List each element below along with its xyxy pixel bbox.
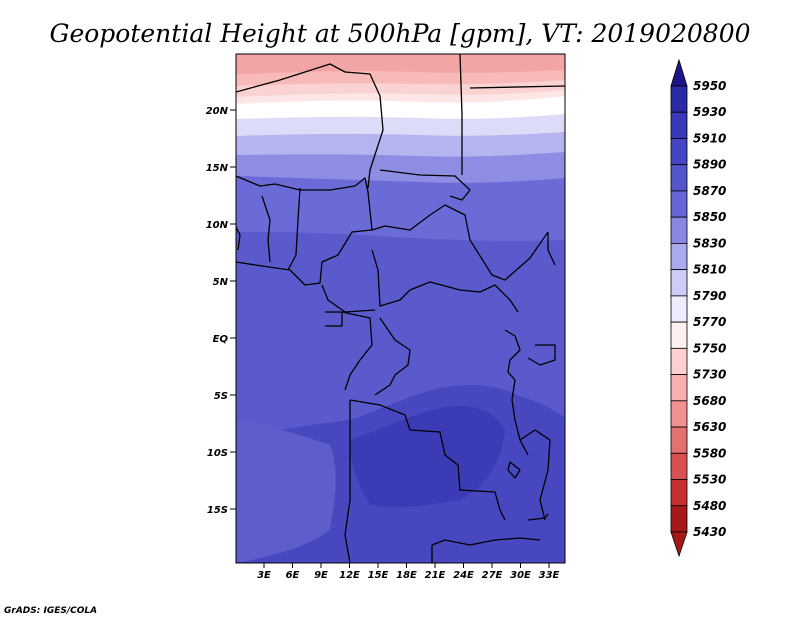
colorbar-label: 5950 (693, 79, 726, 93)
colorbar-label: 5530 (693, 473, 726, 487)
band-5870-southwest (236, 420, 336, 563)
lon-tick-label: 30E (510, 570, 531, 581)
lat-tick-label: 10S (207, 448, 228, 459)
colorbar-top-arrow (670, 58, 688, 87)
band-5790 (236, 96, 565, 121)
colorbar-label: 5870 (693, 184, 726, 198)
band-5850 (236, 152, 565, 185)
colorbar-segment (670, 295, 688, 323)
colorbar-label: 5850 (693, 210, 726, 224)
band-5630 (236, 54, 565, 74)
colorbar-segment (670, 164, 688, 192)
band-5810 (236, 114, 565, 138)
country-borders (236, 54, 565, 563)
colorbar-segment (670, 85, 688, 113)
lon-tick-label: 18E (396, 570, 417, 581)
lon-tick-label: 15E (368, 570, 389, 581)
colorbar-segment (670, 347, 688, 375)
colorbar-label: 5580 (693, 446, 726, 460)
map-title: Geopotential Height at 500hPa [gpm], VT:… (49, 19, 750, 48)
colorbar: 5950 5930 5910 5890 5870 5850 5830 5810 5790 5770… (670, 58, 726, 558)
colorbar-segment (670, 138, 688, 166)
band-5830 (236, 132, 565, 159)
colorbar-label: 5770 (693, 315, 726, 329)
lat-tick-label: 15N (206, 163, 229, 174)
lat-tick-label: 5S (214, 391, 228, 402)
map-frame (235, 53, 566, 564)
colorbar-segment (670, 505, 688, 533)
colorbar-label: 5930 (693, 105, 726, 119)
lon-tick-label: 12E (339, 570, 360, 581)
latitude-axis: 20N 15N 10N 5N EQ 5S 10S 15S (206, 106, 236, 516)
colorbar-label: 5730 (693, 368, 726, 382)
colorbar-segment (670, 479, 688, 507)
colorbar-label: 5430 (693, 525, 726, 539)
colorbar-segment (670, 111, 688, 139)
colorbar-label: 5750 (693, 341, 726, 355)
lon-tick-label: 27E (482, 570, 503, 581)
lat-tick-label: 5N (213, 277, 229, 288)
lon-tick-label: 3E (257, 570, 271, 581)
colorbar-segment (670, 190, 688, 218)
lat-tick-label: EQ (213, 334, 229, 345)
colorbar-label: 5810 (693, 263, 726, 277)
lat-tick-label: 15S (207, 505, 228, 516)
colorbar-label: 5830 (693, 236, 726, 250)
lon-tick-label: 33E (539, 570, 560, 581)
band-5910-south (350, 406, 505, 508)
band-5870 (236, 176, 565, 241)
map-plot: 20N 15N 10N 5N EQ 5S 10S 15S 3E 6E 9E 12E 15E 18E 21E… (206, 53, 566, 581)
lat-tick-label: 10N (206, 220, 229, 231)
colorbar-label: 5890 (693, 158, 726, 172)
colorbar-segment (670, 426, 688, 454)
colorbar-segment (670, 216, 688, 244)
colorbar-segment (670, 243, 688, 271)
colorbar-segment (670, 374, 688, 402)
credit-label: GrADS: IGES/COLA (4, 606, 97, 616)
colorbar-label: 5630 (693, 420, 726, 434)
lon-tick-label: 9E (314, 570, 328, 581)
colorbar-segment (670, 400, 688, 428)
colorbar-segment (670, 269, 688, 297)
lon-tick-label: 24E (453, 570, 474, 581)
colorbar-label: 5910 (693, 131, 726, 145)
colorbar-label: 5790 (693, 289, 726, 303)
lon-tick-label: 21E (425, 570, 446, 581)
lon-tick-label: 6E (286, 570, 300, 581)
colorbar-label: 5480 (693, 499, 726, 513)
colorbar-segment (670, 321, 688, 349)
colorbar-segment (670, 452, 688, 480)
lat-tick-label: 20N (206, 106, 229, 117)
colorbar-label: 5680 (693, 394, 726, 408)
longitude-axis: 3E 6E 9E 12E 15E 18E 21E 24E 27E 30E 33E (257, 563, 560, 581)
colorbar-bottom-arrow (670, 531, 688, 558)
